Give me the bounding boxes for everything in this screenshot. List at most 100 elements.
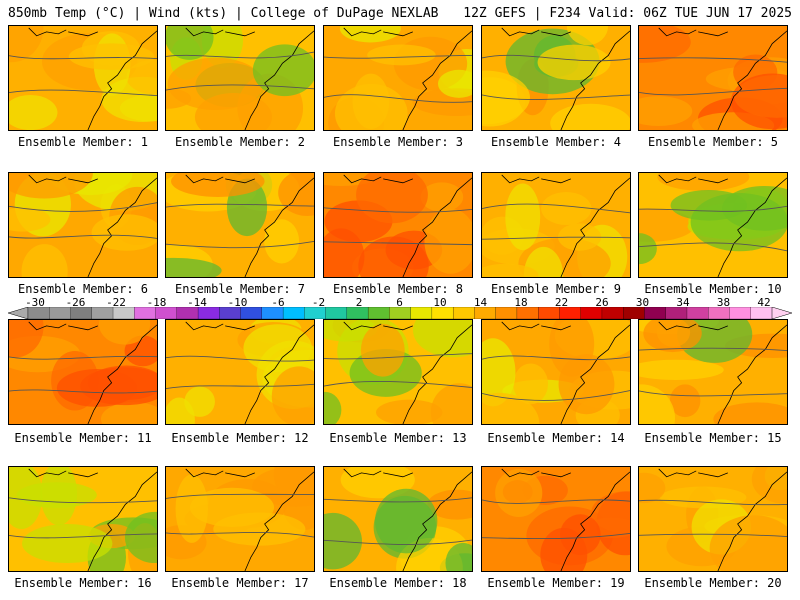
- ensemble-member-map-14: [481, 319, 631, 425]
- height-contour: [639, 242, 787, 252]
- temperature-blob: [713, 402, 787, 424]
- height-contour: [639, 533, 787, 538]
- colorbar-tick-label: 38: [716, 296, 731, 309]
- temperature-blob: [482, 263, 539, 277]
- great-lakes-outline: [343, 27, 413, 37]
- height-contour: [9, 55, 157, 60]
- temperature-blob: [98, 320, 151, 345]
- coastline: [717, 324, 787, 424]
- coastline: [717, 471, 787, 571]
- temperature-blob: [537, 44, 611, 81]
- ensemble-member-map-18: [323, 466, 473, 572]
- temperature-blob: [560, 514, 601, 556]
- great-lakes-outline: [658, 174, 728, 184]
- temperature-blob: [167, 57, 264, 110]
- temperature-blob: [367, 44, 436, 66]
- temperature-blob: [360, 323, 405, 377]
- ensemble-member-map-5: [638, 25, 788, 131]
- coastline: [87, 30, 157, 130]
- temperature-blob: [22, 524, 113, 564]
- temperature-blob: [324, 391, 342, 424]
- temperature-blob: [9, 320, 44, 358]
- great-lakes-outline: [501, 27, 571, 37]
- temperature-blob: [639, 208, 695, 242]
- ensemble-member-map-1: [8, 25, 158, 131]
- temperature-blob: [430, 383, 472, 424]
- coastline: [560, 324, 630, 424]
- ensemble-member-label: Ensemble Member: 10: [644, 282, 782, 296]
- temperature-blob: [352, 73, 390, 130]
- great-lakes-outline: [501, 174, 571, 184]
- colorbar-tick-label: -26: [65, 296, 86, 309]
- height-contour: [166, 531, 314, 538]
- height-contour: [166, 383, 314, 390]
- temperature-blob: [166, 397, 195, 424]
- temperature-blob: [264, 219, 300, 264]
- ensemble-member-label: Ensemble Member: 18: [329, 576, 467, 590]
- temperature-blob: [21, 244, 68, 277]
- temperature-blob: [119, 94, 157, 122]
- temperature-blob: [495, 469, 543, 517]
- temperature-blob: [657, 173, 750, 191]
- temperature-blob: [541, 192, 592, 225]
- ensemble-member-label: Ensemble Member: 14: [487, 431, 625, 445]
- great-lakes-outline: [658, 321, 728, 331]
- ensemble-member-label: Ensemble Member: 9: [490, 282, 622, 296]
- coastline: [244, 324, 314, 424]
- temperature-blob: [639, 472, 666, 504]
- temperature-colorbar: [8, 307, 792, 319]
- height-contour: [639, 347, 787, 351]
- temperature-blob: [124, 511, 157, 564]
- temperature-blob: [91, 214, 157, 251]
- height-contour: [482, 532, 630, 540]
- colorbar-tick-label: -10: [227, 296, 248, 309]
- height-contour: [639, 499, 787, 506]
- ensemble-member-map-8: [323, 172, 473, 278]
- temperature-blob: [40, 467, 78, 526]
- height-contour: [9, 497, 157, 504]
- height-contour: [482, 94, 630, 100]
- ensemble-member-map-12: [165, 319, 315, 425]
- colorbar-tick-label: -6: [271, 296, 285, 309]
- colorbar-swatch: [452, 307, 475, 319]
- ensemble-member-map-7: [165, 172, 315, 278]
- temperature-blob: [437, 69, 472, 98]
- temperature-blob: [9, 94, 58, 130]
- coastline: [402, 30, 472, 130]
- temperature-blob: [339, 26, 401, 43]
- height-contour: [324, 353, 472, 360]
- ensemble-member-label: Ensemble Member: 2: [174, 135, 306, 149]
- temperature-blob: [100, 402, 157, 424]
- ensemble-member-label: Ensemble Member: 5: [647, 135, 779, 149]
- temperature-blob: [690, 193, 787, 252]
- temperature-blob: [669, 384, 701, 418]
- height-contour: [324, 54, 472, 59]
- height-contour: [9, 202, 157, 212]
- ensemble-member-label: Ensemble Member: 19: [487, 576, 625, 590]
- ensemble-member-label: Ensemble Member: 20: [644, 576, 782, 590]
- temperature-blob: [751, 467, 787, 504]
- ensemble-member-label: Ensemble Member: 6: [17, 282, 149, 296]
- temperature-blob: [709, 515, 787, 571]
- colorbar-swatch: [367, 307, 390, 319]
- temperature-blob: [126, 59, 157, 95]
- great-lakes-outline: [343, 321, 413, 331]
- height-contour: [324, 241, 472, 246]
- coastline: [402, 324, 472, 424]
- great-lakes-outline: [658, 468, 728, 478]
- great-lakes-outline: [28, 174, 98, 184]
- ensemble-member-label: Ensemble Member: 15: [644, 431, 782, 445]
- great-lakes-outline: [185, 321, 255, 331]
- colorbar-tick-label: 22: [554, 296, 569, 309]
- temperature-blob: [445, 542, 472, 571]
- temperature-blob: [324, 228, 365, 277]
- temperature-blob: [9, 207, 51, 232]
- great-lakes-outline: [185, 468, 255, 478]
- ensemble-member-label: Ensemble Member: 3: [332, 135, 464, 149]
- ensemble-member-label: Ensemble Member: 7: [174, 282, 306, 296]
- colorbar-tick-labels: -30 -26 -22 -18 -14 -10 -6 -2 2 6 10 14 18 22 26 30 34 38…: [0, 296, 800, 309]
- height-contour: [166, 241, 314, 249]
- coastline: [244, 30, 314, 130]
- coastline: [244, 471, 314, 571]
- ensemble-member-map-20: [638, 466, 788, 572]
